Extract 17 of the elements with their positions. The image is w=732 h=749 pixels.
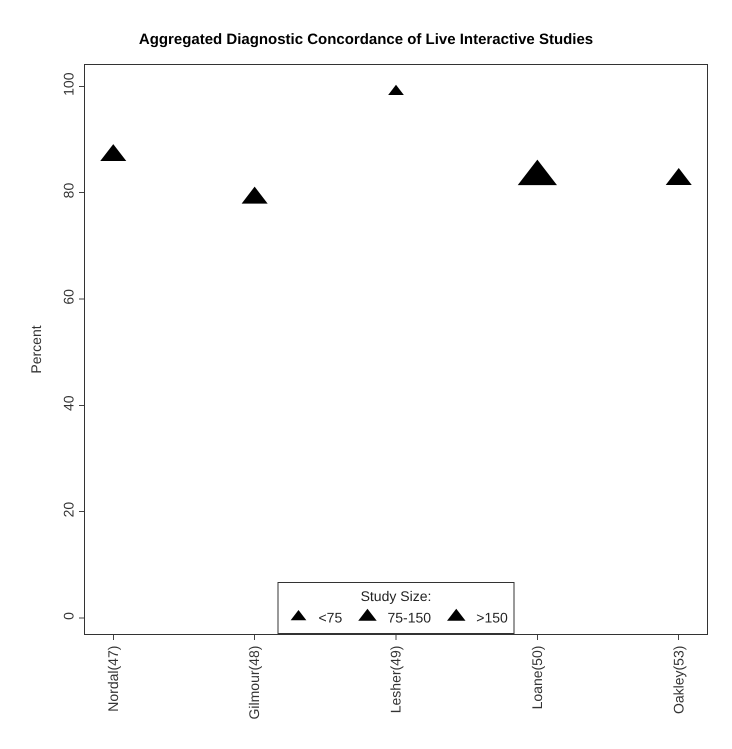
y-tick-label: 100 xyxy=(60,72,76,96)
x-tick-label: Nordal(47) xyxy=(104,646,121,712)
legend-label: >150 xyxy=(476,609,508,626)
chart-title: Aggregated Diagnostic Concordance of Live Interactive Studies xyxy=(138,31,594,48)
legend-label: 75-150 xyxy=(387,609,432,626)
y-tick-label: 80 xyxy=(60,182,76,198)
y-tick-label: 0 xyxy=(60,612,76,620)
legend-title: Study Size: xyxy=(360,588,432,604)
x-tick-label: Gilmour(48) xyxy=(246,646,262,720)
x-tick-label: Loane(50) xyxy=(528,646,545,710)
legend-label: <75 xyxy=(318,609,342,626)
y-tick-label: 40 xyxy=(60,395,76,412)
x-tick-label: Oakley(53) xyxy=(670,646,686,714)
y-axis-title: Percent xyxy=(28,325,44,374)
y-tick-label: 20 xyxy=(60,502,76,518)
y-tick-label: 60 xyxy=(60,288,76,305)
x-tick-label: Lesher(49) xyxy=(388,646,404,714)
